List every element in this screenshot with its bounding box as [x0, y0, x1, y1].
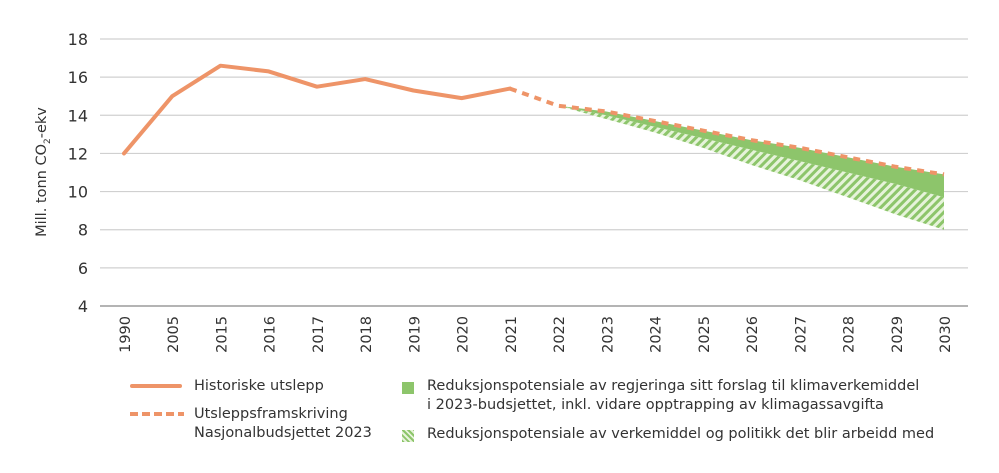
projection-line — [509, 86, 945, 177]
legend-swatch-hatched — [402, 430, 414, 442]
x-tick-label: 1990 — [118, 316, 134, 353]
x-tick-label: 2022 — [552, 316, 568, 353]
legend-swatch-projection — [130, 412, 184, 416]
chart-svg: 4 6 8 10 12 14 16 18 1990 2005 2015 2016 2017 2018 20… — [34, 30, 968, 353]
x-tick-label: 2019 — [407, 316, 423, 353]
legend-green-1: Reduksjonspotensiale av regjeringa sitt … — [427, 378, 920, 394]
legend-historic: Historiske utslepp — [194, 378, 324, 394]
x-tick-label: 2005 — [166, 316, 182, 353]
x-tick-label: 2025 — [697, 316, 713, 353]
y-tick-label: 18 — [68, 30, 88, 49]
x-tick-label: 2018 — [359, 316, 375, 353]
y-tick-label: 14 — [68, 106, 88, 125]
legend-projection-2: Nasjonalbudsjettet 2023 — [194, 425, 372, 441]
x-tick-label: 2026 — [745, 316, 761, 353]
x-tick-label: 2024 — [649, 316, 665, 353]
legend-swatch-historic — [130, 384, 182, 388]
legend-projection-1: Utsleppsframskriving — [194, 406, 348, 422]
y-tick-label: 10 — [68, 183, 88, 202]
x-tick-label: 2027 — [793, 316, 809, 353]
x-tick-label: 2028 — [842, 316, 858, 353]
x-tick-label: 2029 — [890, 316, 906, 353]
x-tick-label: 2016 — [263, 316, 279, 353]
y-tick-label: 4 — [78, 297, 88, 316]
x-tick-label: 2021 — [504, 316, 520, 353]
y-tick-label: 6 — [78, 259, 88, 278]
x-tick-label: 2015 — [214, 316, 230, 353]
x-tick-label: 2030 — [938, 316, 954, 353]
hatched-area — [558, 105, 944, 230]
legend-swatch-green — [402, 382, 414, 394]
y-tick-label: 8 — [78, 221, 88, 240]
x-tick-label: 2023 — [600, 316, 616, 353]
x-tick-label: 2017 — [311, 316, 327, 353]
y-tick-label: 12 — [68, 144, 88, 163]
historic-line — [122, 63, 512, 156]
y-axis-label: Mill. tonn CO2-ekv — [34, 107, 53, 237]
y-tick-label: 16 — [68, 68, 88, 87]
x-tick-label: 2020 — [456, 316, 472, 353]
legend-green-2: i 2023-budsjettet, inkl. vidare opptrapp… — [427, 397, 884, 413]
legend-hatched: Reduksjonspotensiale av verkemiddel og p… — [427, 426, 935, 442]
